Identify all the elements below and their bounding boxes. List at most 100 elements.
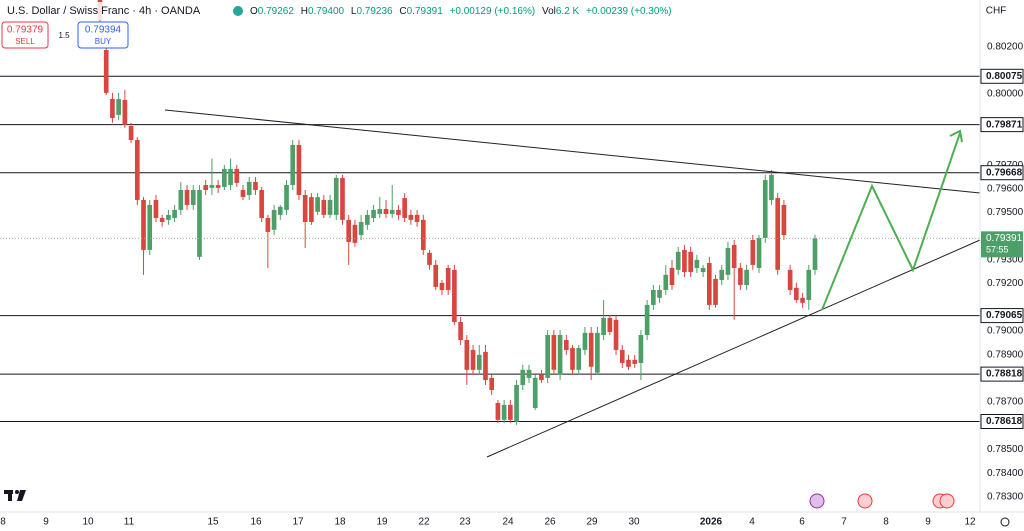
market-status[interactable] <box>233 6 243 16</box>
candle-body <box>812 238 818 270</box>
legend-bg <box>0 2 660 20</box>
candle-body <box>346 219 352 242</box>
candle-body <box>731 244 737 268</box>
sell-label: SELL <box>15 37 35 46</box>
candle-body <box>414 214 420 223</box>
candle-body <box>632 359 638 364</box>
candle-body <box>700 267 706 272</box>
event-icon[interactable] <box>809 493 825 509</box>
level-label-bg <box>980 413 1024 429</box>
candle-body <box>588 332 594 367</box>
candle-body <box>657 289 662 298</box>
sell-price: 0.79379 <box>7 25 44 36</box>
candle-body <box>719 269 725 281</box>
candle-body <box>781 204 787 236</box>
x-tick-label: 19 <box>376 517 388 528</box>
candle-body <box>464 339 470 370</box>
candle-body <box>694 259 700 268</box>
currency[interactable]: CHF <box>986 6 1007 17</box>
arrow-head <box>949 129 963 143</box>
candle-body <box>352 224 358 243</box>
y-tick-label: 0.78500 <box>987 444 1024 455</box>
y-tick-label: 0.80200 <box>987 41 1024 52</box>
y-tick-label: 0.79500 <box>987 207 1024 218</box>
candle-body <box>806 269 812 300</box>
candle-body <box>607 317 613 332</box>
tv-logo[interactable] <box>4 490 26 501</box>
candle-body <box>688 251 693 272</box>
countdown: 57:55 <box>986 245 1009 255</box>
candle-body <box>675 251 681 270</box>
candle-body <box>576 348 582 370</box>
event-icon[interactable] <box>857 493 873 509</box>
candle-body <box>327 199 333 215</box>
x-tick-label: 22 <box>418 517 430 528</box>
candle-body <box>371 209 376 218</box>
candle-body <box>290 144 296 186</box>
candle-body <box>638 335 644 363</box>
candle-body <box>595 332 600 373</box>
candle-body <box>706 262 712 305</box>
candle-body <box>259 190 264 218</box>
candle-body <box>284 185 289 210</box>
x-tick-label: 8 <box>0 517 6 528</box>
candle-body <box>215 185 221 188</box>
symbol-title[interactable]: U.S. Dollar / Swiss Franc · 4h · OANDA <box>7 5 201 17</box>
y-tick-label: 0.79600 <box>987 183 1024 194</box>
candle-body <box>663 274 669 290</box>
level-label-bg <box>980 117 1024 133</box>
candle-body <box>265 217 271 232</box>
level-label-bg <box>980 68 1024 84</box>
value: +0.00129 (+0.16%) <box>450 6 536 17</box>
sell-button[interactable] <box>1 21 49 49</box>
candle-body <box>619 349 625 363</box>
candle-body <box>570 348 575 370</box>
y-tick-label: 0.78700 <box>987 397 1024 408</box>
candle-body <box>532 377 538 408</box>
x-tick-label: 18 <box>334 517 346 528</box>
candle-body <box>669 267 675 286</box>
candle-body <box>153 199 159 218</box>
candle-body <box>725 248 731 275</box>
logo-part <box>15 490 19 494</box>
y-tick-label: 0.78300 <box>987 491 1024 502</box>
value: 6.2 K <box>556 6 580 17</box>
candle-body <box>756 237 762 268</box>
candle-body <box>427 252 432 265</box>
trendline <box>164 109 981 194</box>
level-label: 0.79871 <box>986 119 1023 130</box>
candle-body <box>166 214 171 220</box>
candle-body <box>116 99 121 115</box>
settings-icon[interactable] <box>1000 517 1010 527</box>
label: O <box>250 6 258 17</box>
x-tick-label: 2026 <box>700 517 723 528</box>
candle-body <box>228 168 233 186</box>
candle-body <box>209 185 215 188</box>
candle-body <box>483 351 488 381</box>
trendline <box>486 239 981 458</box>
candle-body <box>738 267 743 286</box>
candle-body <box>644 304 650 336</box>
event-icon[interactable] <box>939 493 955 509</box>
candle-body <box>122 99 128 125</box>
level-label: 0.78818 <box>986 369 1023 380</box>
candle-body <box>800 297 805 303</box>
candle-body <box>682 249 687 272</box>
buy-button[interactable] <box>77 21 129 49</box>
candle-body <box>296 144 302 195</box>
candle-body <box>508 404 513 420</box>
x-tick-label: 29 <box>586 517 598 528</box>
label: H <box>301 6 308 17</box>
value: +0.00239 (+0.30%) <box>586 6 672 17</box>
level-label-bg <box>980 165 1024 181</box>
candle-body <box>514 385 519 422</box>
buy-price: 0.79394 <box>85 25 122 36</box>
candle-body <box>539 374 544 381</box>
candle-body <box>253 181 258 191</box>
candle-body <box>246 181 252 195</box>
candle-body <box>402 198 407 218</box>
candle-body <box>203 185 209 191</box>
candle-body <box>178 190 184 210</box>
